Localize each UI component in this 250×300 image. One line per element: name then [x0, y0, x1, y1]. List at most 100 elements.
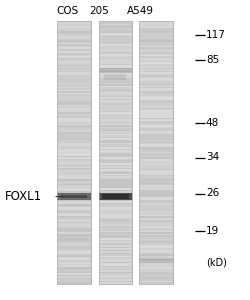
Bar — [138, 166, 172, 168]
Bar — [138, 102, 172, 103]
Bar — [57, 224, 90, 225]
Bar — [57, 62, 90, 64]
Bar — [138, 121, 172, 122]
Bar — [57, 184, 90, 185]
Bar — [138, 47, 172, 49]
Bar — [138, 176, 172, 178]
Bar — [57, 26, 90, 27]
Bar — [138, 21, 172, 284]
Bar — [57, 37, 90, 39]
Bar — [98, 150, 132, 152]
Text: 48: 48 — [205, 118, 218, 128]
Bar — [138, 231, 172, 233]
Bar — [98, 220, 132, 222]
Bar — [98, 24, 132, 26]
Bar — [57, 78, 90, 80]
Bar — [98, 245, 132, 247]
Bar — [138, 172, 172, 174]
Bar — [138, 99, 172, 100]
Bar — [138, 188, 172, 190]
Bar — [138, 247, 172, 249]
Text: FOXL1: FOXL1 — [5, 190, 42, 203]
Bar — [57, 105, 90, 106]
Bar — [138, 85, 172, 87]
Bar — [98, 135, 132, 137]
Bar — [57, 193, 90, 194]
Bar — [98, 148, 132, 150]
Bar — [138, 253, 172, 254]
Bar — [138, 39, 172, 41]
Bar — [98, 43, 132, 45]
Bar — [98, 133, 132, 134]
Bar — [57, 92, 90, 93]
Bar — [98, 158, 132, 159]
Bar — [98, 193, 132, 200]
Bar — [57, 250, 90, 251]
Bar — [98, 232, 132, 234]
Bar — [57, 168, 90, 169]
Bar — [57, 162, 90, 164]
Bar — [98, 92, 132, 93]
Bar — [57, 237, 90, 238]
Bar — [138, 125, 172, 127]
Bar — [98, 81, 132, 83]
Bar — [57, 128, 90, 130]
Bar — [138, 214, 172, 216]
Bar — [98, 263, 132, 265]
Bar — [98, 171, 132, 172]
Bar — [138, 28, 172, 30]
Bar — [138, 204, 172, 206]
Bar — [98, 206, 132, 208]
Bar — [57, 21, 90, 23]
Bar — [57, 49, 90, 51]
Bar — [57, 219, 90, 221]
Bar — [138, 138, 172, 140]
Bar — [57, 190, 90, 191]
Bar — [98, 53, 132, 55]
Bar — [57, 121, 90, 122]
Bar — [138, 61, 172, 62]
Bar — [98, 147, 132, 149]
Bar — [57, 146, 90, 147]
Bar — [138, 80, 172, 81]
Bar — [98, 225, 132, 226]
Bar — [98, 125, 132, 127]
Bar — [98, 143, 132, 145]
Bar — [57, 188, 90, 190]
Bar — [138, 50, 172, 52]
Bar — [98, 122, 132, 124]
Bar — [57, 69, 90, 71]
Bar — [138, 229, 172, 231]
Bar — [138, 196, 172, 197]
Bar — [138, 133, 172, 134]
Bar — [138, 160, 172, 162]
Bar — [57, 131, 90, 133]
Bar — [57, 222, 90, 224]
Bar — [57, 97, 90, 99]
Bar — [98, 84, 132, 86]
Bar — [98, 280, 132, 282]
Bar — [138, 56, 172, 58]
Bar — [57, 179, 90, 181]
Bar — [98, 256, 132, 257]
Bar — [138, 197, 172, 199]
Bar — [57, 197, 90, 199]
Bar — [57, 112, 90, 114]
Bar — [57, 181, 90, 183]
Bar — [57, 85, 90, 87]
Bar — [138, 49, 172, 51]
Bar — [98, 97, 132, 99]
Bar — [57, 264, 90, 266]
Bar — [138, 116, 172, 118]
Bar — [98, 107, 132, 109]
Bar — [57, 282, 90, 284]
Bar — [138, 259, 172, 263]
Bar — [138, 22, 172, 24]
Bar — [98, 226, 132, 228]
Bar — [57, 166, 90, 168]
Bar — [98, 275, 132, 277]
Bar — [57, 198, 90, 200]
Bar — [98, 59, 132, 61]
Bar — [138, 153, 172, 155]
Bar — [98, 56, 132, 58]
